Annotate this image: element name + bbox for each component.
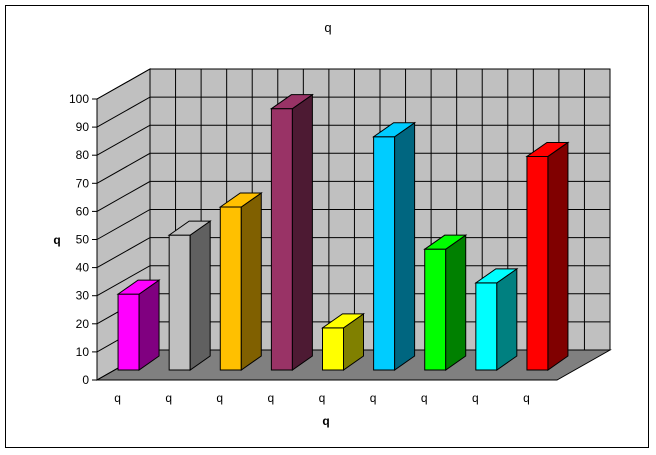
x-tick-label: q bbox=[319, 391, 326, 405]
y-tick-label: 50 bbox=[76, 233, 90, 247]
bar-front bbox=[373, 136, 396, 371]
y-tick-label: 90 bbox=[76, 120, 90, 134]
y-axis-ticks: 0 10 20 30 40 50 60 70 80 90 100 bbox=[69, 92, 97, 387]
bar-top bbox=[525, 141, 570, 157]
bar-side bbox=[138, 279, 160, 371]
bar-front bbox=[270, 108, 293, 371]
y-axis-label: q bbox=[53, 233, 60, 247]
bar-top bbox=[269, 94, 314, 110]
y-tick-label: 40 bbox=[76, 261, 90, 275]
bar-front bbox=[424, 248, 447, 371]
bar-side bbox=[445, 234, 467, 371]
y-tick-label: 0 bbox=[82, 373, 89, 387]
x-tick-label: q bbox=[370, 391, 377, 405]
x-tick-label: q bbox=[472, 391, 479, 405]
bar-top bbox=[423, 234, 468, 250]
bar-front bbox=[117, 293, 140, 371]
bar bbox=[423, 234, 468, 371]
bar-side bbox=[189, 220, 211, 371]
x-tick-label: q bbox=[216, 391, 223, 405]
bar-top bbox=[167, 220, 212, 236]
bar-front bbox=[475, 282, 498, 371]
x-tick-label: q bbox=[165, 391, 172, 405]
bar-top bbox=[320, 313, 366, 329]
bar-side bbox=[547, 141, 569, 371]
bar bbox=[474, 267, 519, 371]
bar bbox=[167, 220, 212, 371]
bar-front bbox=[322, 327, 344, 371]
bar bbox=[218, 192, 263, 371]
x-tick-label: q bbox=[268, 391, 275, 405]
bar-top bbox=[116, 279, 161, 295]
bar-front bbox=[526, 155, 549, 371]
bar bbox=[320, 312, 366, 371]
y-tick-label: 60 bbox=[76, 204, 90, 218]
y-tick-label: 80 bbox=[76, 148, 90, 162]
x-tick-label: q bbox=[114, 391, 121, 405]
y-tick-label: 30 bbox=[76, 289, 90, 303]
bar-front bbox=[219, 206, 242, 371]
x-axis-label: q bbox=[322, 414, 329, 428]
bar bbox=[372, 121, 417, 371]
y-tick-label: 100 bbox=[69, 92, 89, 106]
bar-top bbox=[474, 268, 519, 284]
chart-title: q bbox=[324, 20, 331, 35]
bar-top bbox=[372, 122, 417, 138]
bars bbox=[116, 93, 570, 371]
bar-top bbox=[218, 192, 263, 208]
x-tick-label: q bbox=[421, 391, 428, 405]
bar bbox=[269, 93, 314, 371]
bar bbox=[116, 279, 161, 371]
bar-side bbox=[496, 267, 518, 371]
bar-front bbox=[168, 234, 191, 371]
bar bbox=[525, 141, 570, 371]
x-tick-label: q bbox=[523, 391, 530, 405]
y-tick-label: 10 bbox=[76, 345, 90, 359]
bar-side bbox=[394, 121, 416, 371]
bar-side bbox=[291, 93, 313, 371]
bar-side bbox=[240, 192, 262, 371]
y-tick-label: 20 bbox=[76, 317, 90, 331]
y-tick-label: 70 bbox=[76, 176, 90, 190]
